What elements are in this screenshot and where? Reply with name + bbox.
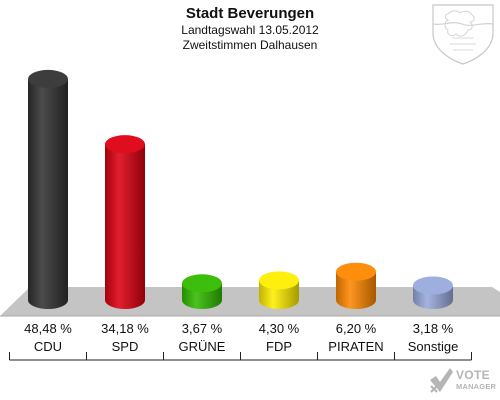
brand-manager: MANAGER — [456, 382, 497, 391]
brand-logo: VOTE MANAGER — [428, 366, 498, 396]
category-label-spd: SPD — [112, 339, 139, 354]
subtitle: Landtagswahl 13.05.2012 — [181, 23, 319, 37]
bar-gruene — [182, 274, 222, 309]
category-label-fdp: FDP — [266, 339, 292, 354]
subtitle-2: Zweitstimmen Dalhausen — [182, 38, 318, 52]
bar-sonstige — [413, 276, 453, 309]
bar-fdp — [259, 271, 299, 309]
bar-spd — [105, 135, 145, 309]
labels: 48,48 % CDU 34,18 % SPD 3,67 % GRÜNE 4,30 % FDP… — [9, 321, 472, 361]
category-label-gruene: GRÜNE — [179, 339, 226, 354]
bar-cap-fdp — [259, 271, 299, 290]
bars — [28, 69, 453, 309]
value-label-spd: 34,18 % — [101, 321, 149, 336]
brand-vote: VOTE — [456, 368, 490, 382]
category-label-piraten: PIRATEN — [328, 339, 383, 354]
page-title: Stadt Beverungen — [185, 5, 315, 22]
category-label-cdu: CDU — [34, 339, 62, 354]
value-label-piraten: 6,20 % — [336, 321, 377, 336]
bar-cap-spd — [105, 135, 145, 154]
bar-body-spd — [105, 144, 145, 309]
bar-cap-cdu — [28, 69, 68, 88]
category-label-sonstige: Sonstige — [408, 339, 459, 354]
bar-cap-piraten — [336, 262, 376, 281]
bar-piraten — [336, 262, 376, 309]
value-label-cdu: 48,48 % — [24, 321, 72, 336]
bar-body-piraten — [336, 271, 376, 309]
coat-of-arms-icon — [432, 4, 494, 65]
bar-cdu — [28, 69, 68, 309]
value-label-fdp: 4,30 % — [259, 321, 300, 336]
bar-body-cdu — [28, 78, 68, 309]
check-mark-icon — [430, 368, 453, 393]
bar-cap-sonstige — [413, 276, 453, 295]
bar-cap-gruene — [182, 274, 222, 293]
value-label-sonstige: 3,18 % — [413, 321, 454, 336]
value-label-gruene: 3,67 % — [182, 321, 223, 336]
